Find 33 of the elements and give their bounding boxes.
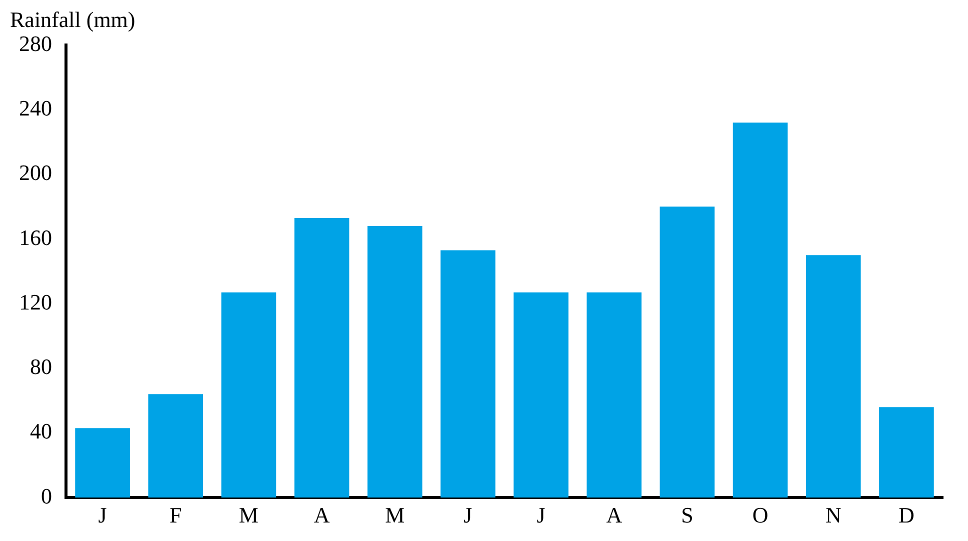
y-tick-label: 40 — [30, 418, 52, 444]
bar — [367, 226, 422, 498]
y-tick-label: 200 — [19, 160, 52, 186]
x-tick-label: A — [606, 502, 622, 528]
x-tick-label: M — [238, 502, 258, 528]
bar — [879, 407, 934, 498]
bar — [732, 122, 788, 498]
bar — [148, 394, 204, 498]
x-tick-label: D — [898, 502, 914, 528]
y-tick-label: 280 — [19, 30, 52, 56]
bar — [294, 218, 350, 498]
x-tick-label: J — [98, 502, 108, 528]
x-tick-label: J — [464, 502, 473, 528]
y-tick-label: 240 — [19, 95, 52, 120]
y-tick-label: 120 — [19, 289, 52, 314]
bar — [514, 292, 568, 498]
y-tick-label: 0 — [41, 483, 52, 508]
bar — [221, 292, 276, 498]
x-tick-label: A — [314, 502, 330, 528]
x-tick-label: M — [385, 502, 405, 528]
x-tick-label: O — [752, 502, 768, 528]
bar — [660, 206, 715, 498]
y-tick-label: 80 — [30, 354, 52, 380]
x-tick-label: S — [681, 502, 694, 528]
bar — [806, 255, 861, 498]
bar — [440, 250, 496, 498]
bar — [75, 428, 130, 498]
bar — [586, 292, 642, 498]
y-tick-label: 160 — [19, 224, 52, 250]
x-tick-label: F — [170, 502, 182, 528]
x-tick-label: J — [536, 502, 546, 528]
y-axis-title: Rainfall (mm) — [10, 6, 136, 32]
x-tick-label: N — [825, 502, 842, 528]
